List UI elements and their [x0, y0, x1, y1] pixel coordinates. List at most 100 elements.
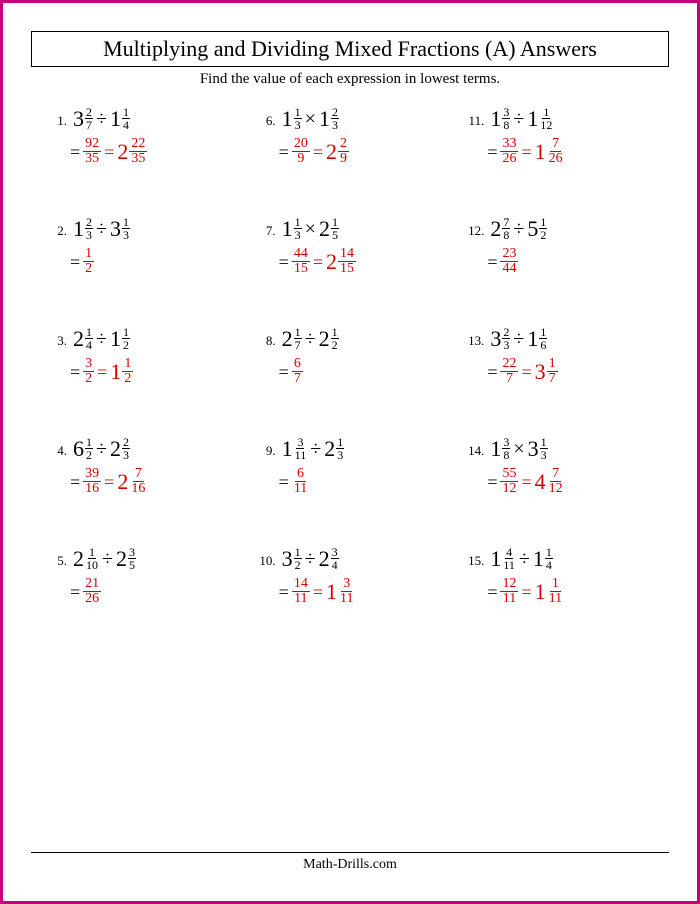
- denominator: 11: [292, 482, 309, 496]
- whole-number: 3: [535, 361, 546, 383]
- fraction: 13: [336, 436, 344, 461]
- whole-number: 1: [326, 581, 337, 603]
- fraction: 78: [502, 216, 510, 241]
- operand-a: 113: [282, 216, 302, 241]
- fraction: 3326: [500, 137, 518, 166]
- operator: ÷: [96, 439, 107, 459]
- answer-mixed: 1111: [535, 577, 564, 606]
- equals-sign: =: [521, 363, 531, 381]
- fraction: 13: [294, 106, 302, 131]
- equals-sign: =: [313, 583, 323, 601]
- numerator: 6: [292, 357, 303, 372]
- operand-a: 327: [73, 106, 93, 131]
- whole-number: 1: [490, 438, 501, 460]
- numerator: 39: [83, 467, 101, 482]
- denominator: 9: [338, 152, 349, 166]
- equals-sign: =: [104, 143, 114, 161]
- whole-number: 3: [528, 438, 539, 460]
- whole-number: 3: [282, 548, 293, 570]
- operand-a: 312: [282, 546, 302, 571]
- fraction: 12: [85, 436, 93, 461]
- problem-number: 10.: [258, 554, 276, 567]
- operand-a: 138: [490, 436, 510, 461]
- equals-sign: =: [279, 473, 289, 491]
- numerator: 21: [83, 577, 101, 592]
- numerator: 1: [83, 247, 94, 262]
- whole-number: 1: [490, 548, 501, 570]
- numerator: 22: [129, 137, 147, 152]
- operand-a: 113: [282, 106, 302, 131]
- fraction: 23: [122, 436, 130, 461]
- operand-b: 234: [319, 546, 339, 571]
- fraction: 17: [294, 326, 302, 351]
- denominator: 3: [502, 339, 510, 351]
- whole-number: 1: [110, 108, 121, 130]
- numerator: 1: [547, 357, 558, 372]
- operator: ÷: [96, 109, 107, 129]
- denominator: 3: [540, 449, 548, 461]
- equals-sign: =: [487, 253, 497, 271]
- equals-sign: =: [279, 143, 289, 161]
- fraction: 13: [122, 216, 130, 241]
- whole-number: 3: [73, 108, 84, 130]
- operand-b: 116: [527, 326, 547, 351]
- operand-b: 112: [110, 326, 130, 351]
- denominator: 7: [85, 119, 93, 131]
- answer-improper: 3326: [500, 137, 518, 166]
- whole-number: 1: [533, 548, 544, 570]
- fraction: 35: [128, 546, 136, 571]
- fraction: 13: [540, 436, 548, 461]
- problem: 2.123÷313=12: [49, 216, 248, 276]
- problem: 8.217÷212=67: [258, 326, 457, 386]
- denominator: 3: [294, 229, 302, 241]
- whole-number: 2: [116, 548, 127, 570]
- whole-number: 2: [282, 328, 293, 350]
- fraction: 3916: [83, 467, 101, 496]
- page-footer: Math-Drills.com: [31, 852, 669, 873]
- equals-sign: =: [70, 253, 80, 271]
- problem-number: 13.: [466, 334, 484, 347]
- answer-mixed: 1311: [326, 577, 355, 606]
- fraction: 110: [85, 546, 99, 571]
- whole-number: 2: [117, 471, 128, 493]
- whole-number: 1: [282, 108, 293, 130]
- answer-improper: 32: [83, 357, 94, 386]
- problem-number: 9.: [258, 444, 276, 457]
- operator: ÷: [519, 549, 530, 569]
- numerator: 1: [550, 577, 561, 592]
- equals-sign: =: [97, 363, 107, 381]
- equals-sign: =: [104, 473, 114, 491]
- fraction: 12: [83, 247, 94, 276]
- operator: ÷: [513, 109, 524, 129]
- denominator: 11: [292, 592, 309, 606]
- fraction: 38: [502, 106, 510, 131]
- fraction: 9235: [83, 137, 101, 166]
- operator: ×: [513, 439, 524, 459]
- denominator: 7: [294, 339, 302, 351]
- fraction: 2235: [129, 137, 147, 166]
- fraction: 12: [122, 326, 130, 351]
- whole-number: 1: [73, 218, 84, 240]
- whole-number: 5: [527, 218, 538, 240]
- whole-number: 1: [535, 581, 546, 603]
- denominator: 8: [502, 119, 510, 131]
- fraction: 14: [85, 326, 93, 351]
- whole-number: 2: [319, 328, 330, 350]
- operand-b: 313: [110, 216, 130, 241]
- denominator: 3: [85, 229, 93, 241]
- denominator: 10: [85, 559, 99, 571]
- denominator: 2: [85, 449, 93, 461]
- answer-improper: 4415: [292, 247, 310, 276]
- whole-number: 2: [110, 438, 121, 460]
- denominator: 12: [539, 119, 553, 131]
- operator: ÷: [96, 219, 107, 239]
- denominator: 3: [122, 229, 130, 241]
- operand-b: 114: [110, 106, 130, 131]
- fraction: 29: [338, 137, 349, 166]
- answer-improper: 2344: [500, 247, 518, 276]
- problem-number: 12.: [466, 224, 484, 237]
- denominator: 7: [504, 372, 515, 386]
- whole-number: 1: [282, 438, 293, 460]
- denominator: 5: [128, 559, 136, 571]
- numerator: 55: [500, 467, 518, 482]
